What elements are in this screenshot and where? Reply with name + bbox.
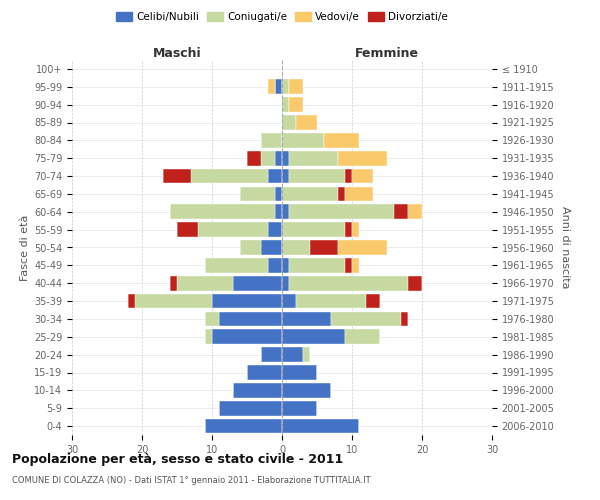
Bar: [345, 330, 380, 344]
Bar: [338, 151, 387, 166]
Bar: [205, 312, 219, 326]
Bar: [261, 133, 282, 148]
Bar: [198, 222, 268, 237]
Bar: [282, 204, 289, 219]
Bar: [275, 204, 282, 219]
Bar: [268, 222, 282, 237]
Bar: [289, 258, 345, 272]
Bar: [282, 276, 289, 290]
Bar: [282, 330, 345, 344]
Bar: [261, 240, 282, 255]
Bar: [282, 365, 317, 380]
Bar: [282, 294, 296, 308]
Bar: [303, 348, 310, 362]
Bar: [345, 222, 352, 237]
Bar: [282, 80, 289, 94]
Bar: [289, 151, 338, 166]
Bar: [282, 151, 289, 166]
Bar: [310, 240, 338, 255]
Bar: [247, 151, 261, 166]
Y-axis label: Fasce di età: Fasce di età: [20, 214, 30, 280]
Bar: [394, 204, 408, 219]
Bar: [282, 168, 289, 184]
Bar: [261, 151, 275, 166]
Bar: [282, 186, 338, 201]
Bar: [205, 258, 268, 272]
Bar: [177, 276, 233, 290]
Bar: [233, 383, 282, 398]
Bar: [282, 383, 331, 398]
Text: Popolazione per età, sesso e stato civile - 2011: Popolazione per età, sesso e stato civil…: [12, 452, 343, 466]
Bar: [282, 115, 296, 130]
Bar: [233, 276, 282, 290]
Text: COMUNE DI COLAZZA (NO) - Dati ISTAT 1° gennaio 2011 - Elaborazione TUTTITALIA.IT: COMUNE DI COLAZZA (NO) - Dati ISTAT 1° g…: [12, 476, 371, 485]
Bar: [324, 133, 359, 148]
Bar: [289, 276, 408, 290]
Text: Maschi: Maschi: [152, 47, 202, 60]
Bar: [345, 258, 352, 272]
Bar: [177, 222, 198, 237]
Bar: [282, 133, 324, 148]
Bar: [408, 204, 422, 219]
Bar: [240, 186, 275, 201]
Bar: [191, 168, 268, 184]
Bar: [163, 168, 191, 184]
Bar: [205, 330, 212, 344]
Bar: [170, 204, 275, 219]
Bar: [205, 419, 282, 434]
Bar: [366, 294, 380, 308]
Bar: [128, 294, 135, 308]
Bar: [261, 348, 282, 362]
Bar: [331, 312, 401, 326]
Bar: [247, 365, 282, 380]
Bar: [240, 240, 261, 255]
Bar: [282, 348, 303, 362]
Bar: [345, 186, 373, 201]
Bar: [289, 98, 303, 112]
Bar: [268, 80, 275, 94]
Bar: [282, 401, 317, 415]
Bar: [170, 276, 177, 290]
Bar: [282, 240, 310, 255]
Bar: [401, 312, 408, 326]
Bar: [338, 186, 345, 201]
Bar: [275, 186, 282, 201]
Bar: [212, 294, 282, 308]
Bar: [289, 204, 394, 219]
Bar: [275, 80, 282, 94]
Bar: [282, 258, 289, 272]
Bar: [338, 240, 387, 255]
Bar: [282, 98, 289, 112]
Bar: [289, 80, 303, 94]
Bar: [296, 294, 366, 308]
Bar: [289, 168, 345, 184]
Bar: [135, 294, 212, 308]
Bar: [282, 222, 345, 237]
Text: Femmine: Femmine: [355, 47, 419, 60]
Bar: [212, 330, 282, 344]
Bar: [282, 312, 331, 326]
Bar: [345, 168, 352, 184]
Bar: [352, 222, 359, 237]
Bar: [219, 401, 282, 415]
Y-axis label: Anni di nascita: Anni di nascita: [560, 206, 570, 289]
Bar: [268, 168, 282, 184]
Bar: [219, 312, 282, 326]
Bar: [352, 168, 373, 184]
Legend: Celibi/Nubili, Coniugati/e, Vedovi/e, Divorziati/e: Celibi/Nubili, Coniugati/e, Vedovi/e, Di…: [112, 8, 452, 26]
Bar: [352, 258, 359, 272]
Bar: [268, 258, 282, 272]
Bar: [408, 276, 422, 290]
Bar: [275, 151, 282, 166]
Bar: [282, 419, 359, 434]
Bar: [296, 115, 317, 130]
